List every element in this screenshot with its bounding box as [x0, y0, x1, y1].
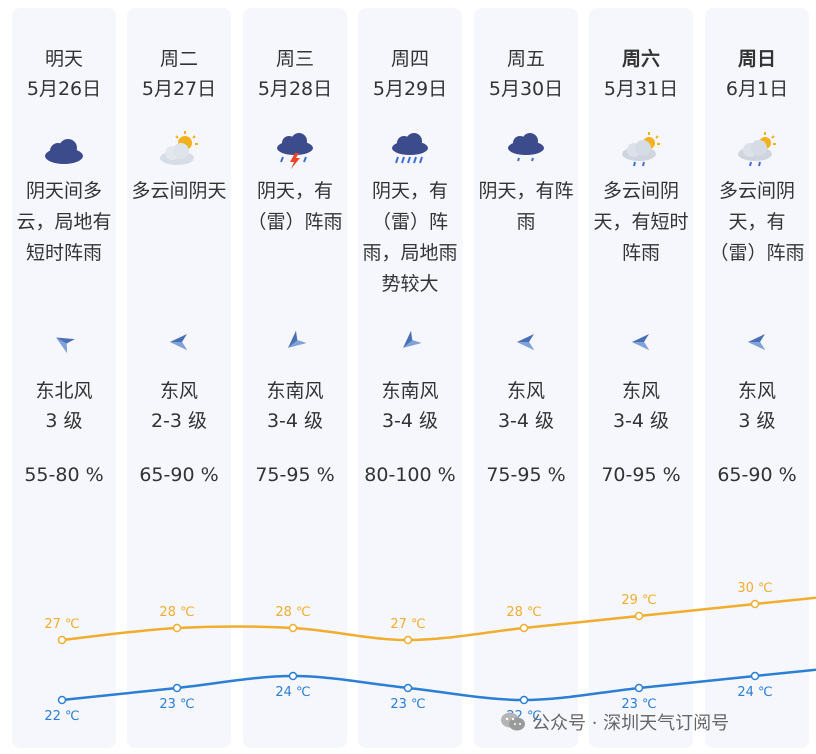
day-name: 明天 [44, 48, 83, 70]
wind-arrow-icon [517, 334, 534, 350]
day-column: 周六 5月31日 多云间阴天，有短时阵雨 东风 3-4 级 70-95 % [589, 8, 693, 748]
thunder-rain-icon [277, 133, 313, 169]
weather-description: 多云间阴天，有短时阵雨 [593, 180, 689, 264]
day-date: 5月29日 [372, 78, 448, 100]
weather-description: 阴天间多云，局地有短时阵雨 [16, 180, 112, 264]
wind-direction: 东南风 [381, 380, 439, 402]
humidity: 75-95 % [255, 464, 335, 486]
wind-level: 3-4 级 [381, 410, 439, 432]
wind-arrow-icon [56, 337, 75, 353]
day-date: 6月1日 [725, 78, 789, 100]
wind-level: 2-3 级 [150, 410, 208, 432]
watermark: 公众号 · 深圳天气订阅号 [500, 708, 729, 736]
day-column: 周五 5月30日 阴天，有阵雨 东风 3-4 级 75-95 % [474, 8, 578, 748]
wind-level: 3-4 级 [497, 410, 555, 432]
cloud-icon [45, 139, 83, 164]
wind-direction: 东南风 [266, 380, 324, 402]
day-date: 5月27日 [141, 78, 217, 100]
day-name: 周三 [275, 48, 314, 70]
shower-icon [508, 133, 544, 162]
humidity: 55-80 % [24, 464, 104, 486]
wind-arrow-icon [403, 330, 422, 348]
day-date: 5月26日 [26, 78, 102, 100]
day-date: 5月30日 [488, 78, 564, 100]
wind-level: 3-4 级 [266, 410, 324, 432]
wechat-icon [501, 712, 525, 731]
weather-description: 阴天，有（雷）阵雨，局地雨势较大 [362, 180, 458, 295]
watermark-text: 公众号 · 深圳天气订阅号 [532, 713, 730, 734]
day-date: 5月28日 [257, 78, 333, 100]
wind-arrow-icon [170, 334, 187, 350]
sun-rain-icon [738, 132, 776, 167]
humidity: 65-90 % [717, 464, 797, 486]
day-name: 周五 [506, 48, 545, 70]
day-name: 周六 [621, 48, 660, 70]
weather-description: 多云间阴天，有（雷）阵雨 [709, 180, 805, 264]
weather-description: 阴天，有（雷）阵雨 [247, 180, 343, 233]
humidity: 70-95 % [601, 464, 681, 486]
humidity: 80-100 % [364, 464, 456, 486]
humidity: 75-95 % [486, 464, 566, 486]
wind-level: 3 级 [738, 410, 776, 432]
wind-level: 3-4 级 [612, 410, 670, 432]
day-column: 周日 6月1日 多云间阴天，有（雷）阵雨 东风 3 级 65-90 % [705, 8, 809, 748]
wind-arrow-icon [288, 330, 307, 348]
wind-direction: 东风 [159, 380, 198, 402]
day-name: 周二 [159, 48, 198, 70]
day-column: 周二 5月27日 多云间阴天 东风 2-3 级 65-90 % [127, 8, 231, 748]
sun-cloud-icon [160, 131, 198, 165]
wind-direction: 东风 [621, 380, 660, 402]
day-column: 周四 5月29日 阴天，有（雷）阵雨，局地雨势较大 东南风 3-4 级 80-1… [358, 8, 462, 748]
wind-arrow-icon [748, 334, 765, 350]
wind-level: 3 级 [45, 410, 83, 432]
heavy-rain-icon [392, 133, 428, 164]
wind-direction: 东风 [737, 380, 776, 402]
wind-direction: 东北风 [35, 380, 93, 402]
humidity: 65-90 % [139, 464, 219, 486]
day-column: 明天 5月26日 阴天间多云，局地有短时阵雨 东北风 3 级 55-80 % [12, 8, 116, 748]
day-name: 周四 [390, 48, 429, 70]
day-date: 5月31日 [603, 78, 679, 100]
wind-arrow-icon [632, 334, 649, 350]
wind-direction: 东风 [506, 380, 545, 402]
day-column: 周三 5月28日 阴天，有（雷）阵雨 东南风 3-4 级 75-95 % [243, 8, 347, 748]
sun-rain-icon [622, 132, 660, 167]
weather-description: 阴天，有阵雨 [478, 180, 574, 233]
day-name: 周日 [737, 48, 776, 70]
weather-description: 多云间阴天 [131, 180, 227, 202]
